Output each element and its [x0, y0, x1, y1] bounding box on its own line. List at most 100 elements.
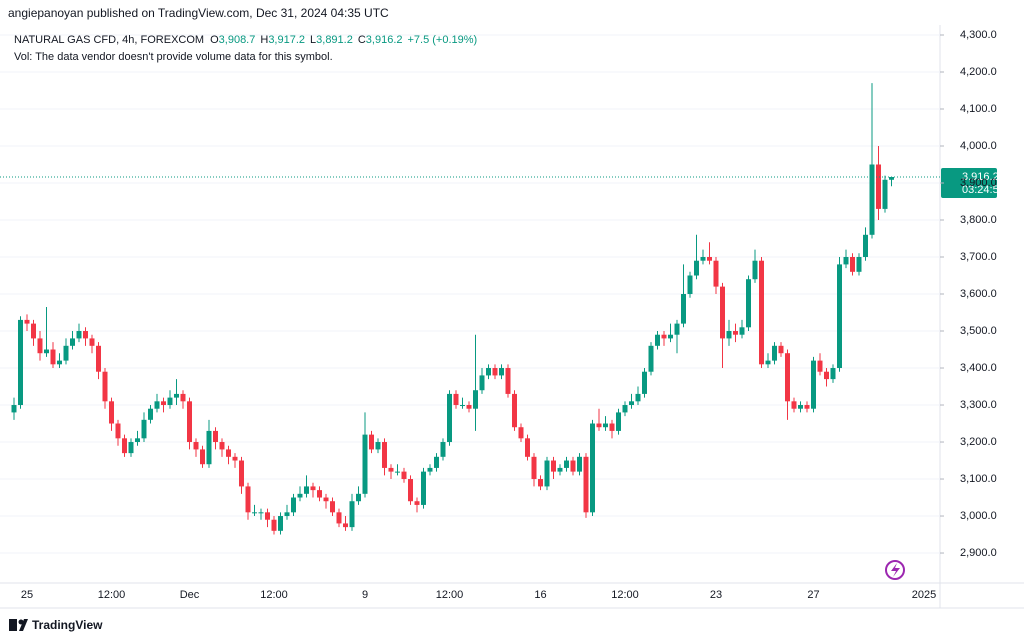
flash-icon[interactable]: [885, 560, 905, 580]
candle-body: [850, 257, 855, 272]
candle-body: [148, 408, 153, 420]
candle-body: [616, 412, 621, 431]
candle-body: [323, 497, 329, 502]
candle-body: [193, 442, 199, 450]
candle-body: [889, 177, 894, 180]
candle-body: [739, 327, 745, 335]
y-tick-label: 3,300.0: [960, 399, 997, 411]
candle-body: [778, 345, 784, 354]
candle-body: [492, 368, 498, 376]
legend-value: 3,916.2: [366, 34, 403, 46]
candle-body: [837, 264, 842, 369]
countdown: 03:24:50: [962, 184, 1005, 196]
candle-body: [759, 260, 764, 365]
candle-body: [187, 401, 192, 443]
candle-body: [622, 405, 628, 413]
candle-body: [401, 471, 407, 480]
candle-body: [200, 449, 205, 465]
candle-body: [882, 179, 888, 209]
candle-body: [486, 368, 491, 376]
candle-body: [512, 393, 517, 428]
candle-body: [330, 501, 335, 513]
candle-body: [24, 319, 30, 324]
candle-body: [869, 164, 875, 235]
candle-body: [174, 393, 179, 398]
candle-body: [206, 430, 212, 465]
legend-key: H: [260, 34, 268, 46]
candle-body: [661, 334, 667, 339]
x-tick-label: 23: [710, 589, 722, 601]
y-tick-label: 3,400.0: [960, 362, 997, 374]
candle-body: [369, 434, 374, 450]
candle-body: [388, 467, 394, 472]
candle-body: [798, 405, 803, 409]
candle-body: [304, 486, 309, 494]
candle-body: [336, 512, 342, 524]
y-tick-label: 4,200.0: [960, 66, 997, 78]
candle-body: [772, 345, 777, 361]
candle-body: [609, 423, 615, 431]
candle-body: [50, 349, 56, 365]
candle-body: [109, 401, 114, 424]
candle-body: [408, 479, 413, 502]
candle-body: [317, 490, 322, 498]
candle-body: [57, 360, 62, 365]
candle-body: [635, 393, 641, 402]
y-tick-label: 4,300.0: [960, 29, 997, 41]
candle-body: [219, 442, 225, 450]
candle-body: [642, 371, 647, 394]
x-tick-label: 25: [21, 589, 33, 601]
last-price-box: [941, 168, 997, 199]
candle-body: [707, 257, 712, 261]
candle-body: [518, 427, 524, 439]
x-tick-label: 16: [534, 589, 546, 601]
candle-body: [284, 512, 290, 517]
candle-body: [278, 516, 283, 531]
candle-body: [239, 460, 244, 487]
candle-body: [258, 512, 264, 514]
candle-body: [596, 423, 602, 428]
candle-body: [362, 434, 368, 494]
brand: TradingView: [32, 618, 103, 632]
candle-body: [752, 260, 758, 280]
candle-body: [811, 360, 816, 409]
candle-body: [226, 449, 231, 457]
candle-body: [18, 319, 23, 406]
last-price-label: 3,916.2: [962, 171, 999, 183]
legend-key: C: [358, 34, 366, 46]
candle-body: [629, 401, 634, 406]
y-tick-label: 3,800.0: [960, 214, 997, 226]
candle-body: [603, 423, 608, 428]
candle-body: [434, 456, 439, 468]
candle-body: [655, 334, 660, 346]
candle-body: [830, 368, 836, 380]
candle-body: [343, 523, 348, 528]
y-tick-label: 3,500.0: [960, 325, 997, 337]
x-tick-label: Dec: [180, 589, 200, 601]
y-tick-label: 4,100.0: [960, 103, 997, 115]
legend-key: L: [310, 34, 316, 46]
candle-body: [720, 286, 725, 339]
candle-body: [395, 471, 400, 473]
y-tick-label: 2,900.0: [960, 547, 997, 559]
x-tick-label: 12:00: [611, 589, 639, 601]
candle-body: [161, 401, 166, 406]
candle-body: [544, 460, 550, 487]
x-tick-label: 9: [362, 589, 368, 601]
grid: [0, 34, 940, 554]
y-tick-label: 3,000.0: [960, 510, 997, 522]
legend-value: 3,908.7: [219, 34, 256, 46]
candle-body: [44, 349, 49, 354]
candle-body: [551, 460, 556, 472]
candle-body: [382, 442, 387, 468]
candle-body: [694, 260, 699, 276]
x-tick-label: 12:00: [98, 589, 126, 601]
candle-body: [713, 260, 719, 287]
candle-body: [453, 393, 459, 406]
volume-note: Vol: The data vendor doesn't provide vol…: [14, 51, 333, 63]
candle-body: [700, 257, 706, 261]
candle-body: [557, 467, 563, 472]
candle-body: [746, 279, 751, 328]
overlay: 3,916.203:24:50: [0, 168, 1005, 199]
